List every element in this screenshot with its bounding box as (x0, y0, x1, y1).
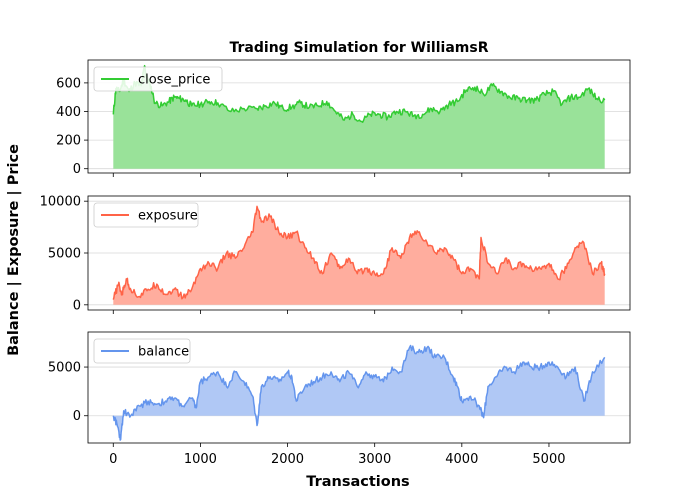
y-axis-label: Balance | Exposure | Price (6, 144, 22, 356)
y-tick-label: 0 (73, 409, 81, 424)
y-tick-label: 0 (73, 298, 81, 313)
y-tick-label: 200 (56, 134, 81, 149)
legend-label: balance (138, 345, 189, 360)
panel-exposure: 0 5000 10000 exposure (40, 195, 631, 314)
panel-frame (87, 59, 631, 174)
legend-box (93, 202, 199, 228)
x-tick-label: 1000 (184, 452, 217, 467)
x-axis-label: Transactions (306, 474, 409, 490)
x-tick-label: 5000 (532, 452, 565, 467)
balance-area (113, 345, 605, 441)
x-tick-label: 2000 (271, 452, 304, 467)
legend-exposure: exposure (93, 202, 199, 228)
balance-line (112, 344, 606, 441)
x-tick-label: 3000 (358, 452, 391, 467)
y-tick-label: 5000 (48, 361, 81, 376)
y-tick-label: 600 (56, 76, 81, 91)
panel-close_price: 0 200 400 600 close_price (56, 59, 631, 177)
chart-title: Trading Simulation for WilliamsR (230, 40, 489, 56)
x-tick-label: 0 (109, 452, 117, 467)
legend-box (93, 66, 223, 92)
y-tick-label: 5000 (48, 247, 81, 262)
close_price-line (112, 64, 606, 123)
legend-label: close_price (138, 73, 210, 88)
exposure-area (113, 206, 605, 305)
panel-balance: 0 5000 0 1000 2000 3000 4000 5000 balance (48, 331, 631, 467)
y-tick-label: 10000 (40, 195, 81, 210)
panel-frame (87, 331, 631, 444)
legend-balance: balance (93, 338, 191, 364)
legend-close_price: close_price (93, 66, 223, 92)
panel-frame (87, 195, 631, 311)
legend-box (93, 338, 191, 364)
x-tick-label: 4000 (445, 452, 478, 467)
y-tick-label: 400 (56, 105, 81, 120)
y-tick-label: 0 (73, 162, 81, 177)
legend-label: exposure (138, 209, 198, 224)
exposure-line (112, 205, 606, 300)
